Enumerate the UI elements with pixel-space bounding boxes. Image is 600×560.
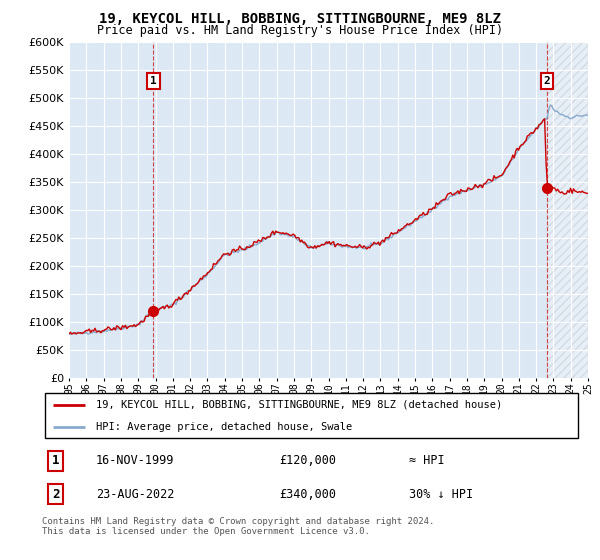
Text: £340,000: £340,000 — [280, 488, 337, 501]
Text: 30% ↓ HPI: 30% ↓ HPI — [409, 488, 473, 501]
Text: HPI: Average price, detached house, Swale: HPI: Average price, detached house, Swal… — [96, 422, 352, 432]
Text: £120,000: £120,000 — [280, 454, 337, 467]
Bar — [547, 42, 588, 378]
Text: 16-NOV-1999: 16-NOV-1999 — [96, 454, 175, 467]
FancyBboxPatch shape — [45, 394, 578, 438]
Text: 1: 1 — [52, 454, 59, 467]
Text: 1: 1 — [150, 76, 157, 86]
Text: ≈ HPI: ≈ HPI — [409, 454, 445, 467]
Text: 19, KEYCOL HILL, BOBBING, SITTINGBOURNE, ME9 8LZ (detached house): 19, KEYCOL HILL, BOBBING, SITTINGBOURNE,… — [96, 400, 502, 410]
Text: 2: 2 — [52, 488, 59, 501]
Text: Price paid vs. HM Land Registry's House Price Index (HPI): Price paid vs. HM Land Registry's House … — [97, 24, 503, 37]
Text: Contains HM Land Registry data © Crown copyright and database right 2024.
This d: Contains HM Land Registry data © Crown c… — [42, 517, 434, 536]
Text: 2: 2 — [544, 76, 550, 86]
Text: 23-AUG-2022: 23-AUG-2022 — [96, 488, 175, 501]
Text: 19, KEYCOL HILL, BOBBING, SITTINGBOURNE, ME9 8LZ: 19, KEYCOL HILL, BOBBING, SITTINGBOURNE,… — [99, 12, 501, 26]
